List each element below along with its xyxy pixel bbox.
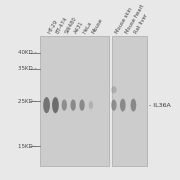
Text: Rat liver: Rat liver <box>134 13 149 35</box>
Ellipse shape <box>79 100 85 111</box>
Text: - IL36A: - IL36A <box>149 103 171 108</box>
Text: Mouse skin: Mouse skin <box>115 7 134 35</box>
Text: A431: A431 <box>73 21 84 35</box>
Ellipse shape <box>89 101 93 109</box>
Text: 35KD -: 35KD - <box>18 66 37 71</box>
Ellipse shape <box>62 100 67 111</box>
Ellipse shape <box>120 99 126 112</box>
FancyBboxPatch shape <box>112 37 147 166</box>
Ellipse shape <box>71 100 76 111</box>
Text: 40KD -: 40KD - <box>18 50 37 55</box>
FancyBboxPatch shape <box>40 37 109 166</box>
Ellipse shape <box>52 97 59 113</box>
Text: 15KD -: 15KD - <box>18 144 37 149</box>
Text: Mouse heart: Mouse heart <box>124 4 145 35</box>
Text: BT-474: BT-474 <box>55 16 69 35</box>
Text: HeLa: HeLa <box>82 21 93 35</box>
Ellipse shape <box>111 86 117 93</box>
Text: 25KD -: 25KD - <box>18 99 37 104</box>
Ellipse shape <box>111 100 117 111</box>
Text: HT-29: HT-29 <box>47 19 59 35</box>
Ellipse shape <box>43 97 50 113</box>
Ellipse shape <box>130 99 136 112</box>
Text: Mouse: Mouse <box>91 18 104 35</box>
Text: SW480: SW480 <box>64 16 78 35</box>
